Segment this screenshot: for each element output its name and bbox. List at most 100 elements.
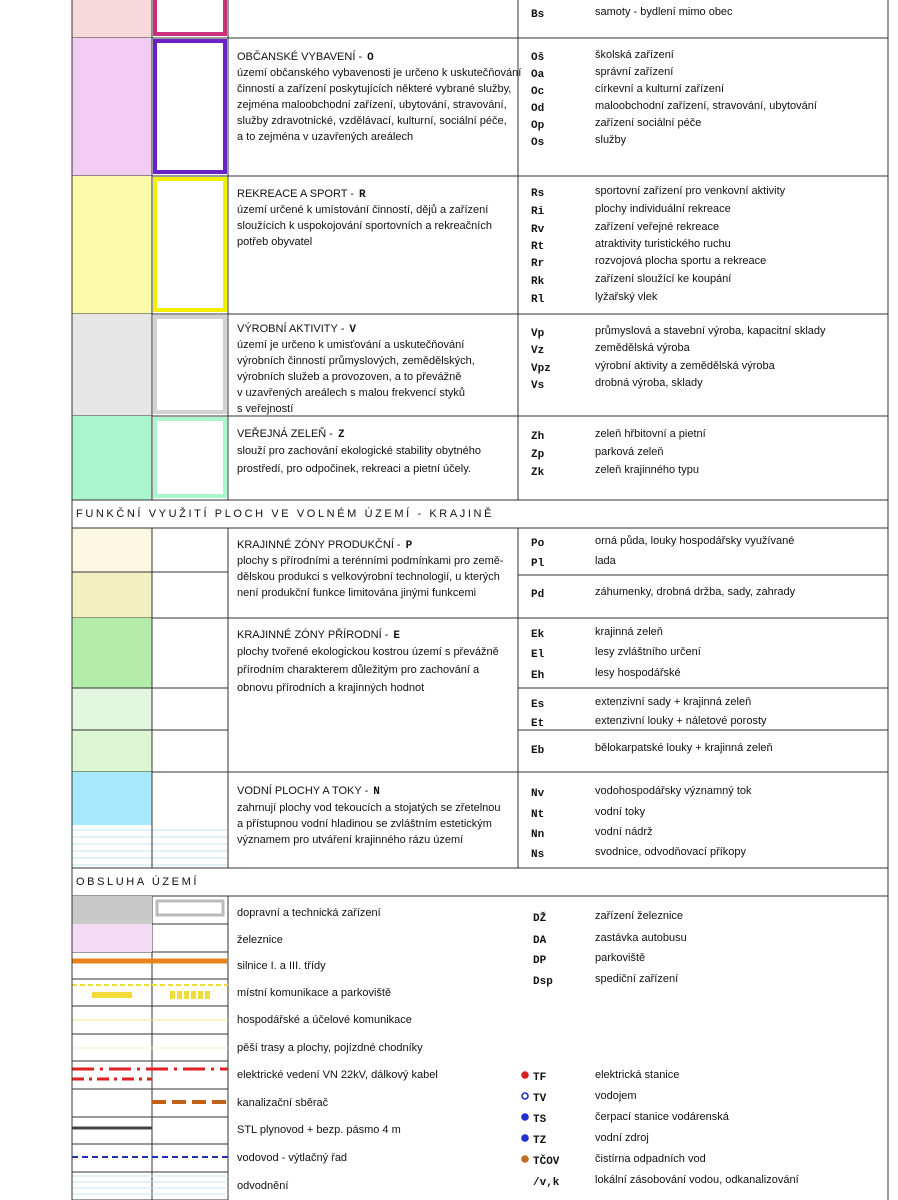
code: TF	[533, 1072, 546, 1084]
service-item: pěší trasy a plochy, pojízdné chodníky	[237, 1042, 423, 1054]
row-description: zejména maloobchodní zařízení, ubytování…	[237, 99, 507, 111]
code: Oc	[531, 86, 544, 98]
code: Eh	[531, 670, 544, 682]
row-letter: N	[373, 786, 380, 798]
row-title: KRAJINNÉ ZÓNY PŘÍRODNÍ -	[237, 628, 389, 641]
service-item: hospodářské a účelové komunikace	[237, 1014, 412, 1026]
code: Eb	[531, 745, 545, 757]
code-label: vodohospodářsky významný tok	[595, 785, 752, 797]
code: Rk	[531, 276, 545, 288]
code-label: svodnice, odvodňovací příkopy	[595, 846, 747, 858]
code: Oa	[531, 69, 545, 81]
row-description: služby zdravotnické, vzdělávací, kulturn…	[237, 115, 507, 127]
row-description: plochy s přírodními a terénními podmínka…	[237, 555, 504, 567]
code-label: zařízení sloužící ke koupání	[595, 273, 731, 285]
symbol-box	[153, 0, 227, 36]
row-description: území je určeno k umisťování a uskutečňo…	[237, 339, 464, 351]
code-label: zeleň hřbitovní a pietní	[595, 428, 706, 440]
code: Rl	[531, 294, 545, 306]
row-title: KRAJINNÉ ZÓNY PRODUKČNÍ -	[237, 538, 401, 551]
code-label: lesy hospodářské	[595, 667, 681, 679]
code: Zk	[531, 467, 545, 479]
code: TZ	[533, 1135, 547, 1147]
color-swatch	[72, 618, 152, 688]
service-item: STL plynovod + bezp. pásmo 4 m	[237, 1124, 401, 1136]
code-label: zařízení veřejné rekreace	[595, 221, 719, 233]
row-title: REKREACE A SPORT -	[237, 188, 354, 200]
code: Vpz	[531, 363, 551, 375]
marker	[521, 1092, 529, 1100]
row-letter: E	[393, 630, 400, 642]
row-description: výrobních činností průmyslových, zeměděl…	[237, 355, 475, 367]
code: Rv	[531, 224, 545, 236]
service-item: kanalizační sběrač	[237, 1097, 329, 1109]
row-description: sloužících k uspokojování sportovních a …	[237, 220, 492, 232]
color-swatch	[72, 38, 152, 176]
marker	[521, 1071, 529, 1079]
code: Et	[531, 718, 544, 730]
service-item: železnice	[237, 934, 283, 946]
code-label: sportovní zařízení pro venkovní aktivity	[595, 185, 786, 197]
row-description: významem pro utváření krajinného rázu úz…	[237, 834, 463, 846]
code-label: krajinná zeleň	[595, 626, 663, 638]
code-label: čistírna odpadních vod	[595, 1153, 706, 1165]
code: Nn	[531, 829, 544, 841]
code-label: plochy individuální rekreace	[595, 203, 731, 215]
code-label: spediční zařízení	[595, 973, 678, 985]
row-title: VODNÍ PLOCHY A TOKY -	[237, 784, 369, 797]
row-letter: Z	[338, 429, 345, 441]
color-swatch	[72, 176, 152, 314]
row-letter: O	[367, 52, 374, 64]
code-label: drobná výroba, sklady	[595, 377, 703, 389]
code: DŽ	[533, 911, 547, 925]
row-description: slouží pro zachování ekologické stabilit…	[237, 445, 481, 457]
symbol-box	[153, 315, 227, 414]
code-label: extenzivní sady + krajinná zeleň	[595, 696, 751, 708]
code-label: lesy zvláštního určení	[595, 646, 701, 658]
code-label: parkoviště	[595, 952, 645, 964]
code-label: lada	[595, 555, 617, 567]
color-swatch	[72, 572, 152, 618]
row-description: zahrnují plochy vod tekoucích a stojatýc…	[237, 802, 501, 814]
code: Rs	[531, 188, 544, 200]
code-label: bělokarpatské louky + krajinná zeleň	[595, 742, 773, 754]
code: Vp	[531, 328, 545, 340]
code-label: průmyslová a stavební výroba, kapacitní …	[595, 325, 826, 337]
row-letter: V	[349, 324, 356, 336]
row-description: dělskou produkci s velkovýrobní technolo…	[237, 571, 500, 583]
row-description: území občanského vybavenosti je určeno k…	[237, 67, 521, 79]
code: Op	[531, 120, 545, 132]
code: Po	[531, 538, 545, 550]
row-description: není produkční funkce limitována jinými …	[237, 587, 476, 599]
code-label: lokální zásobování vodou, odkanalizování	[595, 1174, 799, 1186]
symbol-box	[153, 39, 227, 174]
code: TČOV	[533, 1154, 560, 1168]
service-item: místní komunikace a parkoviště	[237, 987, 391, 999]
row-title: VÝROBNÍ AKTIVITY -	[237, 322, 345, 335]
code: Ns	[531, 849, 544, 861]
code-label: zeleň krajinného typu	[595, 464, 699, 476]
service-item: vodovod - výtlačný řad	[237, 1152, 347, 1164]
code-label: církevní a kulturní zařízení	[595, 83, 724, 95]
color-swatch	[72, 528, 152, 572]
code-label: zemědělská výroba	[595, 342, 691, 354]
color-swatch	[72, 730, 152, 772]
symbol-box	[153, 177, 227, 312]
color-swatch	[72, 0, 152, 38]
code-label: samoty - bydlení mimo obec	[595, 6, 733, 18]
service-item: odvodnění	[237, 1180, 288, 1192]
code-label: vodní zdroj	[595, 1132, 649, 1144]
code: DP	[533, 955, 547, 967]
code: Vs	[531, 380, 544, 392]
code: Es	[531, 699, 544, 711]
service-item: dopravní a technická zařízení	[237, 907, 381, 919]
code: /v,k	[533, 1177, 560, 1189]
code: Pl	[531, 558, 545, 570]
row-description: prostředí, pro odpočinek, rekreaci a pie…	[237, 463, 471, 475]
section-header: OBSLUHA ÚZEMÍ	[76, 875, 199, 888]
code-label: extenzivní louky + náletové porosty	[595, 715, 767, 727]
row-description: přírodním charakterem důležitým pro zach…	[237, 664, 480, 676]
color-swatch	[72, 416, 152, 500]
code-label: výrobní aktivity a zemědělská výroba	[595, 360, 776, 372]
symbol	[72, 896, 152, 924]
